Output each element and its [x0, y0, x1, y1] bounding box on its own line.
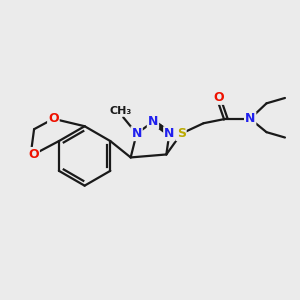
Text: N: N: [245, 112, 255, 125]
Text: N: N: [131, 127, 142, 140]
Text: O: O: [48, 112, 59, 125]
Text: O: O: [28, 148, 39, 161]
Text: S: S: [177, 127, 186, 140]
Text: O: O: [213, 91, 224, 104]
Text: CH₃: CH₃: [109, 106, 131, 116]
Text: N: N: [148, 115, 158, 128]
Text: N: N: [164, 127, 175, 140]
